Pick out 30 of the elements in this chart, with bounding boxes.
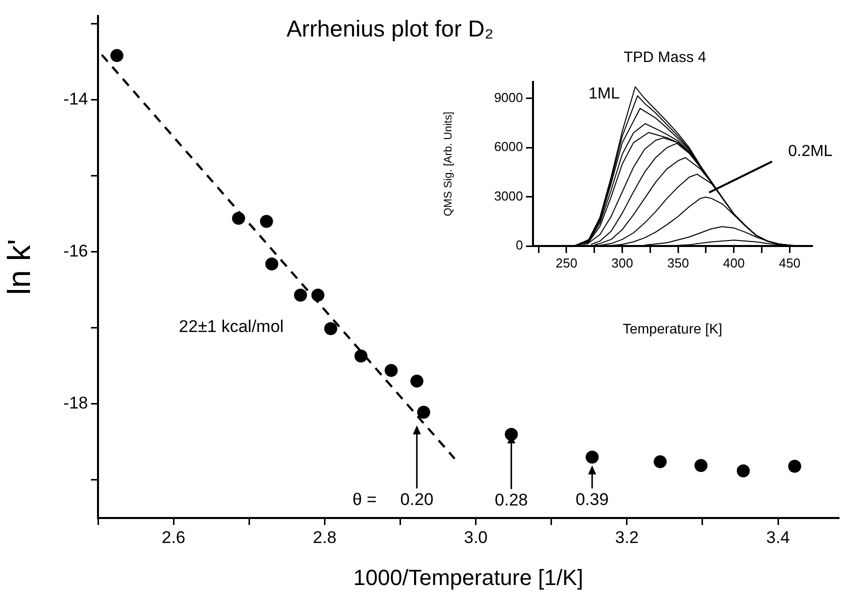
y-tick-label: 9000 <box>494 90 523 105</box>
x-tick-label: 300 <box>611 255 634 270</box>
annotation: 22±1 kcal/mol <box>178 316 284 336</box>
annotation: 0.39 <box>576 490 609 510</box>
x-tick-label: 2.6 <box>162 528 186 547</box>
y-axis-title: ln k' <box>1 239 38 295</box>
x-tick-label: 3.0 <box>464 528 488 547</box>
annotation: θ = <box>352 490 377 510</box>
y-tick-label: 0 <box>516 238 523 253</box>
annotation: 0.20 <box>400 490 434 510</box>
x-tick-label: 350 <box>667 255 689 270</box>
y-tick-label: -16 <box>63 241 88 260</box>
y-tick-label: -14 <box>63 89 88 108</box>
y-axis-title: QMS Sig. [Arb. Units] <box>442 112 455 216</box>
x-axis-title: 1000/Temperature [1/K] <box>353 564 584 590</box>
x-axis-title: Temperature [K] <box>622 320 722 336</box>
annotation: 0.28 <box>494 490 528 510</box>
annotation: 1ML <box>588 85 620 102</box>
chart-title: Arrhenius plot for D₂ <box>286 15 494 42</box>
y-tick-label: 3000 <box>494 188 523 204</box>
x-tick-label: 450 <box>778 255 801 270</box>
y-tick-label: -18 <box>63 394 88 413</box>
y-tick-label: 6000 <box>494 139 523 154</box>
x-tick-label: 3.4 <box>766 528 790 547</box>
chart-title: TPD Mass 4 <box>624 49 706 66</box>
x-tick-label: 250 <box>556 255 578 270</box>
x-tick-label: 2.8 <box>312 528 337 547</box>
x-tick-label: 3.2 <box>615 528 639 547</box>
annotation: 0.2ML <box>788 142 833 160</box>
x-tick-label: 400 <box>723 255 745 270</box>
